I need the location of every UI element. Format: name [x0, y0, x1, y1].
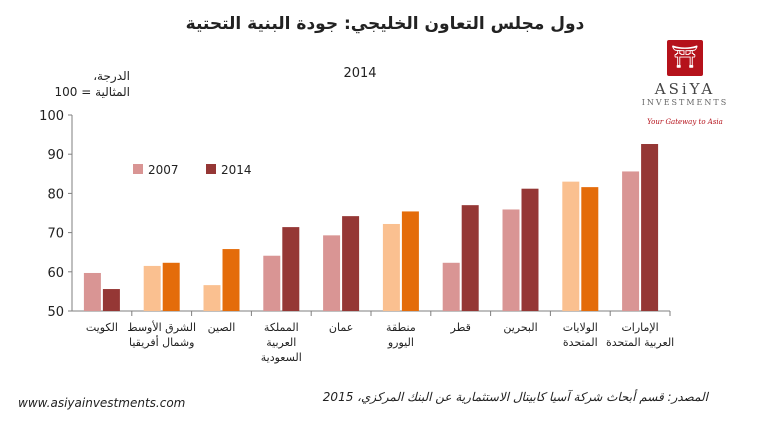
y-tick-label: 60 — [47, 266, 64, 281]
bar-2014 — [401, 211, 419, 311]
bar-2014 — [342, 216, 360, 311]
bar-2007 — [83, 272, 101, 311]
y-tick-label: 100 — [39, 109, 64, 124]
bar-2007 — [502, 209, 520, 311]
x-tick-label: الشرق الأوسط وشمال أفريقيا — [127, 320, 196, 349]
legend-swatch-2014 — [206, 164, 216, 174]
x-tick-label: عمان — [329, 321, 353, 334]
chart-title: دول مجلس التعاون الخليجي: جودة البنية ال… — [185, 14, 585, 34]
bar-2014 — [641, 144, 659, 311]
x-tick-label: المملكة العربية السعودية — [261, 321, 302, 364]
logo-tagline: Your Gateway to Asia — [647, 118, 723, 126]
bar-2014 — [581, 187, 599, 311]
x-tick-label: الصين — [208, 321, 236, 334]
bar-2007 — [143, 265, 161, 311]
x-tick-label: قطر — [450, 321, 471, 334]
bar-2007 — [323, 235, 341, 311]
x-tick-label: الإمارات العربية المتحدة — [606, 321, 674, 349]
y-tick-label: 50 — [47, 305, 64, 320]
bar-2007 — [442, 262, 460, 311]
chart-subtitle: 2014 — [343, 66, 377, 81]
source-note: المصدر: قسم أبحاث شركة آسيا كابيتال الاس… — [322, 390, 708, 404]
x-tick-label: البحرين — [503, 321, 537, 334]
bar-2007 — [622, 171, 640, 311]
logo-sub: INVESTMENTS — [641, 98, 729, 107]
asiya-logo: ⛩ ASiYA INVESTMENTS — [640, 40, 730, 107]
y-tick-label: 90 — [47, 148, 64, 163]
bar-2014 — [521, 188, 539, 311]
legend-swatch-2007 — [133, 164, 143, 174]
website-link[interactable]: www.asiyainvestments.com — [18, 396, 186, 410]
bar-2014 — [102, 289, 120, 311]
legend-label-2007: 2007 — [148, 163, 179, 177]
bar-2007 — [382, 223, 400, 311]
x-tick-label: الولايات المتحدة — [563, 321, 598, 349]
bar-2007 — [203, 285, 221, 311]
y-tick-label: 80 — [47, 187, 64, 202]
bar-2014 — [282, 227, 300, 311]
bar-2014 — [222, 249, 240, 311]
x-tick-label: منطقة اليورو — [386, 321, 416, 349]
y-axis-label: الدرجة، المثالية = 100 — [54, 69, 130, 99]
legend-label-2014: 2014 — [221, 163, 252, 177]
bar-2014 — [162, 262, 180, 311]
bar-2007 — [263, 255, 281, 311]
x-tick-label: الكويت — [86, 321, 118, 334]
logo-name: ASiYA — [654, 80, 716, 98]
bar-2014 — [461, 205, 479, 311]
bar-2007 — [562, 181, 580, 311]
asiya-logo-icon: ⛩ — [667, 40, 703, 76]
y-tick-label: 70 — [47, 227, 64, 242]
